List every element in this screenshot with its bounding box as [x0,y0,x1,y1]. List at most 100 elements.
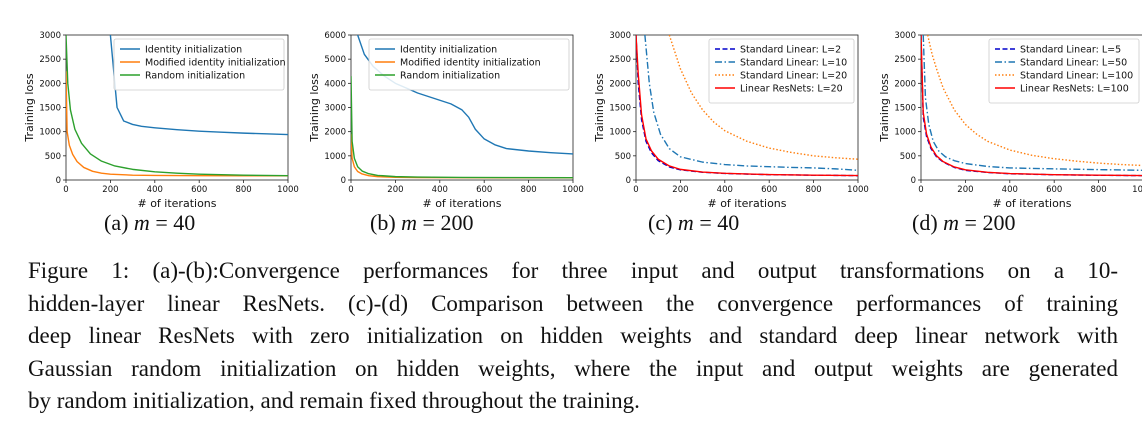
panel-a: 0 200 400 600 800 1000 0 500 1000 1500 2000 2500 300… [0,20,299,210]
legend-label: Standard Linear: L=100 [1020,71,1133,82]
y-tick-label: 2500 [39,55,61,65]
subcaption-c: (c) m = 40 [648,210,739,236]
subcaption-d-var: m [943,210,960,235]
legend-label: Modified identity initialization [400,58,541,69]
y-tick-label: 0 [56,176,61,186]
caption-line: Gaussian random initialization on hidden… [28,355,1118,381]
y-tick-label: 1500 [39,104,61,114]
series-line [109,35,288,136]
subcaption-c-eq: = 40 [693,210,740,235]
caption-line: Figure 1: (a)-(b):Convergence performanc… [28,258,1118,283]
x-tick-label: 400 [432,185,448,195]
y-tick-label: 3000 [609,31,631,41]
chart-svg: 0 200 400 600 800 1000 0 500 1000 1500 2000 2500 300… [878,31,1142,210]
x-tick-label: 800 [1090,185,1106,195]
subcaption-a-prefix: (a) [104,210,129,235]
y-tick-label: 4000 [324,79,346,89]
x-axis-label: # of iterations [707,197,786,210]
y-tick-label: 3000 [39,31,61,41]
legend-label: Random initialization [400,71,500,82]
y-tick-label: 2000 [609,79,631,89]
x-tick-label: 400 [147,185,163,195]
subcaption-b-eq: = 200 [417,210,474,235]
y-tick-label: 0 [626,176,631,186]
caption-line: by random initialization, and remain fix… [28,388,640,413]
x-tick-label: 600 [1046,185,1062,195]
legend-box [708,38,855,104]
y-tick-label: 500 [900,152,916,162]
x-axis-label: # of iterations [992,197,1071,210]
y-tick-label: 500 [45,152,61,162]
y-tick-label: 2500 [609,55,631,65]
y-tick-label: 5000 [324,55,346,65]
y-tick-label: 1000 [39,128,61,138]
y-tick-label: 6000 [324,31,346,41]
subcaption-d-prefix: (d) [912,210,938,235]
subcaption-c-prefix: (c) [648,210,673,235]
series-line [926,35,1142,167]
figure-caption: Figure 1: (a)-(b):Convergence performanc… [28,255,1118,418]
series-line [636,35,858,177]
legend-box [113,38,285,91]
series-line [644,35,858,172]
y-tick-label: 1000 [609,128,631,138]
series-line [66,71,288,177]
legend-label: Standard Linear: L=2 [740,45,841,56]
x-tick-label: 1000 [1132,185,1142,195]
panel-d: 0 200 400 600 800 1000 0 500 1000 1500 2000 2500 300… [855,20,1142,210]
y-tick-label: 0 [911,176,916,186]
caption-line: deep linear ResNets with zero initializa… [28,323,1118,348]
legend-label: Standard Linear: L=20 [740,71,847,82]
subcaption-d-eq: = 200 [959,210,1016,235]
y-axis-label: Training loss [593,73,606,142]
figure-row: 0 200 400 600 800 1000 0 500 1000 1500 2000 2500 300… [0,20,1142,236]
y-tick-label: 2500 [894,55,916,65]
x-tick-label: 0 [918,185,923,195]
x-tick-label: 600 [191,185,207,195]
legend-box [368,38,570,91]
x-tick-label: 400 [1002,185,1018,195]
y-tick-label: 500 [615,152,631,162]
subcaption-b: (b) m = 200 [370,210,473,236]
y-axis-label: Training loss [23,73,36,142]
x-tick-label: 600 [761,185,777,195]
x-tick-label: 800 [805,185,821,195]
y-axis-label: Training loss [308,73,321,142]
x-tick-label: 200 [672,185,688,195]
legend-label: Linear ResNets: L=100 [1020,84,1129,95]
x-tick-label: 400 [717,185,733,195]
legend-label: Standard Linear: L=5 [1020,45,1121,56]
subcaption-a-var: m [133,210,150,235]
legend-label: Standard Linear: L=10 [740,58,847,69]
x-axis-label: # of iterations [422,197,501,210]
legend-label: Random initialization [145,71,245,82]
series-line [351,76,573,179]
panel-b: 0 200 400 600 800 1000 0 1000 2000 3000 4000 5000 60… [285,20,584,210]
x-tick-label: 800 [235,185,251,195]
subcaption-c-var: m [677,210,694,235]
x-tick-label: 800 [520,185,536,195]
y-tick-label: 0 [341,176,346,186]
legend-label: Standard Linear: L=50 [1020,58,1127,69]
x-tick-label: 200 [957,185,973,195]
y-axis-label: Training loss [878,73,891,142]
legend-label: Identity initialization [145,45,242,56]
chart-svg: 0 200 400 600 800 1000 0 500 1000 1500 2000 2500 300… [593,31,869,210]
caption-line: hidden-layer linear ResNets. (c)-(d) Com… [28,290,1118,316]
subcaption-a: (a) m = 40 [104,210,195,236]
subcaption-b-var: m [401,210,418,235]
y-tick-label: 2000 [894,79,916,89]
panel-c: 0 200 400 600 800 1000 0 500 1000 1500 2000 2500 300… [570,20,869,210]
subcaption-a-eq: = 40 [149,210,196,235]
x-tick-label: 600 [476,185,492,195]
series-line [351,134,573,179]
chart-svg: 0 200 400 600 800 1000 0 1000 2000 3000 4000 5000 60… [308,31,584,210]
x-tick-label: 1000 [277,185,299,195]
chart-svg: 0 200 400 600 800 1000 0 500 1000 1500 2000 2500 300… [23,31,299,210]
x-tick-label: 1000 [562,185,584,195]
series-line [922,35,1142,172]
x-tick-label: 0 [348,185,353,195]
legend-label: Linear ResNets: L=20 [740,84,843,95]
series-line [921,35,1142,177]
subcaption-b-prefix: (b) [370,210,396,235]
